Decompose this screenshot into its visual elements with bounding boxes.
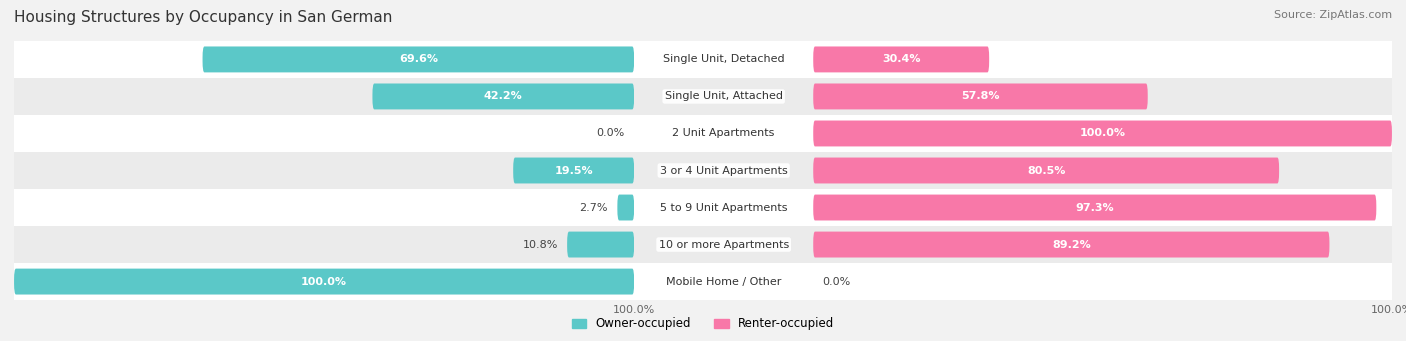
FancyBboxPatch shape xyxy=(202,46,634,72)
Text: 2.7%: 2.7% xyxy=(579,203,607,212)
Text: 19.5%: 19.5% xyxy=(554,165,593,176)
Text: 42.2%: 42.2% xyxy=(484,91,523,102)
FancyBboxPatch shape xyxy=(813,195,1376,221)
Bar xyxy=(813,115,1392,152)
Bar xyxy=(14,152,634,189)
Text: 57.8%: 57.8% xyxy=(962,91,1000,102)
Text: 0.0%: 0.0% xyxy=(596,129,624,138)
FancyBboxPatch shape xyxy=(813,158,1279,183)
Bar xyxy=(813,263,1392,300)
FancyBboxPatch shape xyxy=(373,84,634,109)
Bar xyxy=(813,78,1392,115)
Text: 100.0%: 100.0% xyxy=(1080,129,1126,138)
Text: 0.0%: 0.0% xyxy=(823,277,851,286)
Bar xyxy=(813,41,1392,78)
Bar xyxy=(634,115,813,152)
Text: 2 Unit Apartments: 2 Unit Apartments xyxy=(672,129,775,138)
FancyBboxPatch shape xyxy=(617,195,634,221)
Text: Mobile Home / Other: Mobile Home / Other xyxy=(666,277,782,286)
FancyBboxPatch shape xyxy=(813,84,1147,109)
Text: Housing Structures by Occupancy in San German: Housing Structures by Occupancy in San G… xyxy=(14,10,392,25)
FancyBboxPatch shape xyxy=(513,158,634,183)
Text: Single Unit, Attached: Single Unit, Attached xyxy=(665,91,783,102)
Bar xyxy=(14,115,634,152)
Text: 30.4%: 30.4% xyxy=(882,55,921,64)
Text: 97.3%: 97.3% xyxy=(1076,203,1114,212)
Text: 5 to 9 Unit Apartments: 5 to 9 Unit Apartments xyxy=(659,203,787,212)
Text: Single Unit, Detached: Single Unit, Detached xyxy=(662,55,785,64)
Bar xyxy=(813,226,1392,263)
Bar xyxy=(634,263,813,300)
Bar xyxy=(634,152,813,189)
Text: 80.5%: 80.5% xyxy=(1026,165,1066,176)
Text: 10.8%: 10.8% xyxy=(523,239,558,250)
FancyBboxPatch shape xyxy=(813,232,1330,257)
Bar xyxy=(14,78,634,115)
Text: 89.2%: 89.2% xyxy=(1052,239,1091,250)
FancyBboxPatch shape xyxy=(813,120,1392,146)
Bar xyxy=(14,226,634,263)
FancyBboxPatch shape xyxy=(14,269,634,295)
Text: Source: ZipAtlas.com: Source: ZipAtlas.com xyxy=(1274,10,1392,20)
Legend: Owner-occupied, Renter-occupied: Owner-occupied, Renter-occupied xyxy=(567,313,839,335)
Bar xyxy=(634,189,813,226)
Bar xyxy=(634,226,813,263)
Text: 10 or more Apartments: 10 or more Apartments xyxy=(658,239,789,250)
Text: 3 or 4 Unit Apartments: 3 or 4 Unit Apartments xyxy=(659,165,787,176)
Bar xyxy=(14,41,634,78)
Bar xyxy=(14,189,634,226)
Bar xyxy=(634,41,813,78)
Text: 100.0%: 100.0% xyxy=(301,277,347,286)
Bar xyxy=(813,152,1392,189)
Bar xyxy=(634,78,813,115)
Bar xyxy=(14,263,634,300)
Text: 69.6%: 69.6% xyxy=(399,55,437,64)
FancyBboxPatch shape xyxy=(813,46,990,72)
FancyBboxPatch shape xyxy=(567,232,634,257)
Bar xyxy=(813,189,1392,226)
